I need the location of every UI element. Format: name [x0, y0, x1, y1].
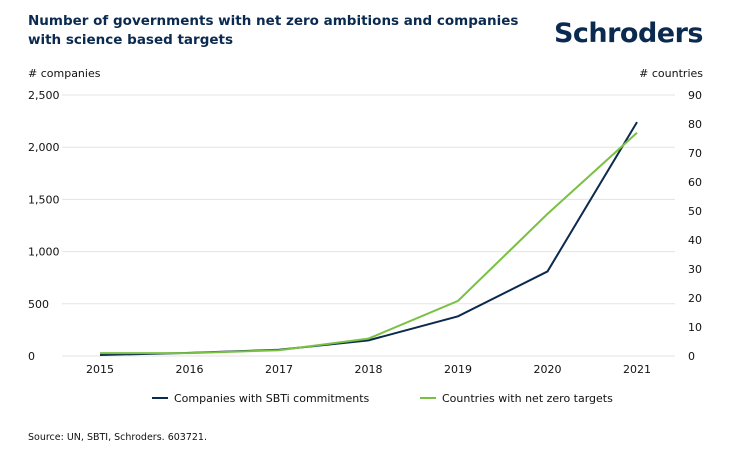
- right-tick-label: 40: [688, 234, 702, 247]
- schroders-logo: Schroders: [553, 18, 704, 49]
- right-tick-label: 90: [688, 89, 702, 102]
- left-axis-title: # companies: [28, 67, 101, 80]
- right-tick-label: 80: [688, 118, 702, 131]
- x-tick-label: 2016: [176, 363, 204, 376]
- x-tick-label: 2017: [265, 363, 293, 376]
- legend-label: Companies with SBTi commitments: [174, 392, 370, 405]
- right-tick-label: 10: [688, 321, 702, 334]
- left-tick-label: 1,500: [28, 193, 60, 206]
- right-tick-label: 0: [688, 350, 695, 363]
- x-tick-label: 2020: [534, 363, 562, 376]
- left-tick-label: 0: [28, 350, 35, 363]
- series-line-1: [99, 121, 638, 356]
- left-tick-label: 2,500: [28, 89, 60, 102]
- x-tick-label: 2021: [623, 363, 651, 376]
- right-axis-title: # countries: [639, 67, 703, 80]
- x-tick-label: 2018: [355, 363, 383, 376]
- chart-title: Number of governments with net zero ambi…: [28, 13, 519, 48]
- right-tick-label: 50: [688, 205, 702, 218]
- right-tick-label: 70: [688, 147, 702, 160]
- legend-label: Countries with net zero targets: [442, 392, 613, 405]
- x-tick-label: 2019: [444, 363, 472, 376]
- right-tick-label: 60: [688, 176, 702, 189]
- left-tick-label: 2,000: [28, 141, 60, 154]
- series-line-2: [100, 131, 638, 355]
- right-tick-label: 20: [688, 292, 702, 305]
- left-tick-label: 500: [28, 298, 49, 311]
- source-note: Source: UN, SBTI, Schroders. 603721.: [28, 432, 207, 443]
- right-tick-label: 30: [688, 263, 702, 276]
- x-tick-label: 2015: [86, 363, 114, 376]
- left-tick-label: 1,000: [28, 246, 60, 259]
